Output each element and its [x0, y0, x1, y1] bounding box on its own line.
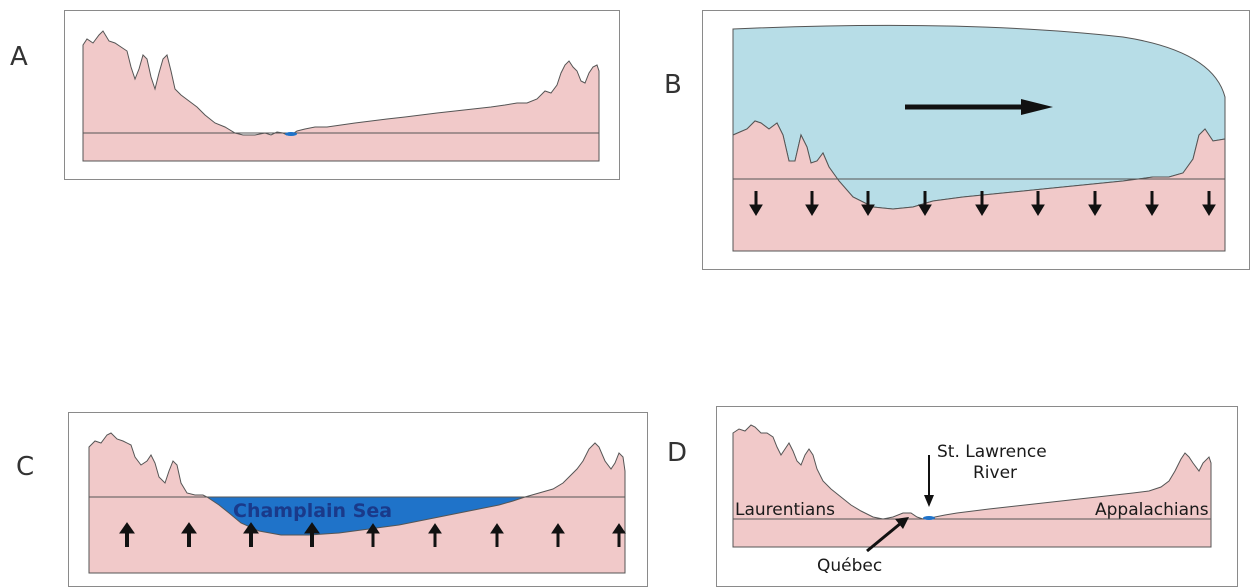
up-arrow	[366, 523, 380, 547]
panel-d-diagram: St. Lawrence River Laurentians Appalachi…	[732, 424, 1212, 576]
quebec-pointer-arrow	[866, 517, 909, 553]
champlain-sea	[207, 497, 525, 535]
panel-b-diagram	[732, 24, 1226, 252]
up-arrow	[304, 522, 320, 547]
down-arrow	[749, 191, 763, 216]
up-arrow	[428, 523, 442, 547]
down-arrow	[805, 191, 819, 216]
panel-c-frame: Champlain Sea	[68, 412, 648, 587]
up-arrow	[551, 523, 565, 547]
land-profile	[82, 30, 600, 162]
panel-a-frame	[64, 10, 620, 180]
champlain-sea-label: Champlain Sea	[233, 500, 392, 522]
up-arrow	[181, 522, 197, 547]
down-arrow	[1145, 191, 1159, 216]
land-profile	[732, 120, 1226, 252]
down-arrow	[975, 191, 989, 216]
down-arrow	[1088, 191, 1102, 216]
laurentians-label: Laurentians	[735, 500, 835, 520]
appalachians-label: Appalachians	[1095, 500, 1209, 520]
st-lawrence-label-line1: St. Lawrence	[937, 442, 1047, 462]
down-arrow	[918, 191, 932, 216]
panel-c-letter: C	[16, 452, 35, 482]
up-arrow	[612, 523, 626, 547]
panel-a-letter: A	[10, 42, 28, 72]
st-lawrence-label-line2: River	[973, 463, 1017, 483]
panel-b-frame	[702, 10, 1250, 270]
up-arrow	[490, 523, 504, 547]
down-arrow	[1202, 191, 1216, 216]
down-arrow	[861, 191, 875, 216]
quebec-label: Québec	[817, 556, 882, 576]
up-arrow	[243, 522, 259, 547]
panel-d-letter: D	[667, 438, 688, 468]
rebound-arrows	[119, 522, 626, 547]
river-water	[285, 132, 297, 136]
land-profile	[732, 424, 1212, 548]
panel-a-diagram	[82, 30, 600, 162]
panel-c-diagram: Champlain Sea	[88, 432, 626, 574]
land-profile	[88, 432, 626, 574]
st-lawrence-river-water	[923, 516, 935, 520]
down-arrow	[1031, 191, 1045, 216]
panel-b-letter: B	[664, 70, 682, 100]
river-pointer-arrow	[924, 455, 934, 507]
up-arrow	[119, 522, 135, 547]
subsidence-arrows	[749, 191, 1216, 216]
ice-flow-arrow	[905, 99, 1053, 115]
panel-d-frame: St. Lawrence River Laurentians Appalachi…	[716, 406, 1238, 587]
